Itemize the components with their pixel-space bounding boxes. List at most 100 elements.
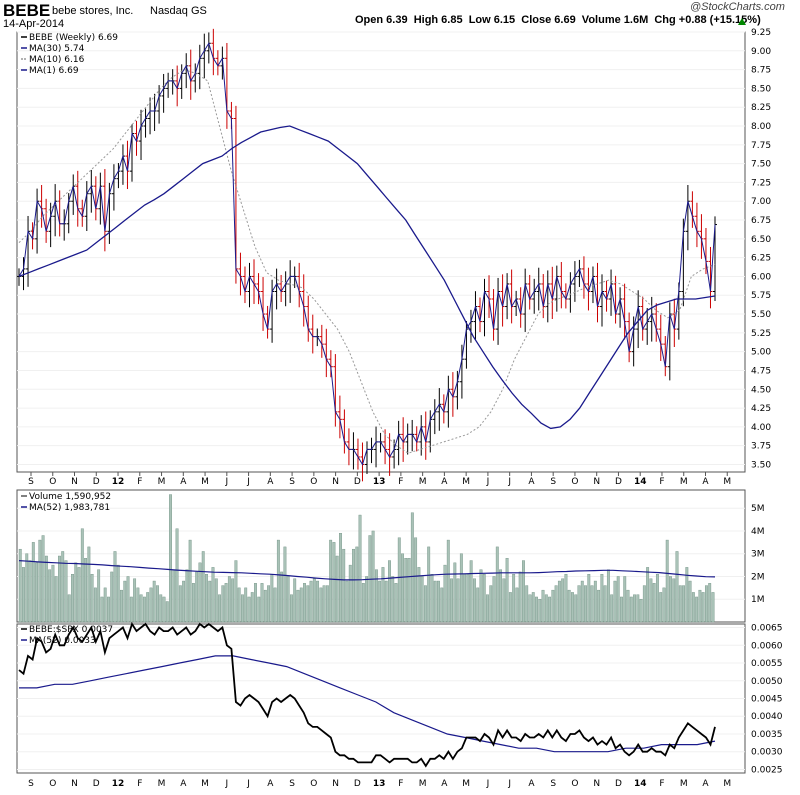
volume-bar [58,555,61,623]
volume-bar [672,578,676,623]
y-tick-label-0-5: 8.00 [751,122,771,132]
x-tick-label-bottom-16: 13 [373,779,386,789]
volume-bar [544,594,548,623]
x-tick-label-bottom-22: J [507,779,511,789]
volume-bar [48,569,52,623]
volume-bar [22,567,25,623]
volume-bar [433,580,437,623]
volume-bar [652,583,656,623]
volume-bar [267,585,271,623]
volume-bar [61,551,65,623]
volume-bar [463,574,467,623]
volume-bar [123,580,127,623]
volume-bar [420,576,424,623]
volume-bar [626,589,630,623]
y-tick-label-0-17: 5.00 [751,348,771,358]
y-tick-label-0-6: 7.75 [751,141,771,151]
volume-bar [361,583,365,623]
volume-bar [561,578,565,623]
volume-bar [18,548,22,623]
volume-bar [659,592,663,623]
y-tick-label-0-19: 4.50 [751,385,771,395]
x-tick-label-bottom-4: 12 [112,779,125,789]
volume-bar [322,585,326,623]
volume-bar [84,558,88,623]
price-legend-2: MA(10) 6.16 [29,55,85,65]
volume-bar [325,585,329,623]
volume-bar [231,578,235,623]
volume-bar [446,539,450,623]
volume-bar [87,546,91,623]
volume-bar [257,596,261,623]
volume-bar [535,596,538,623]
volume-bar [107,596,110,623]
x-tick-label-top-25: O [571,477,578,487]
volume-bar [482,574,486,623]
volume-legend-0: Volume 1,590,952 [29,492,111,502]
y-tick-label-0-11: 6.50 [751,235,771,245]
x-tick-label-top-20: M [462,477,470,487]
y-tick-label-0-7: 7.50 [751,160,771,170]
x-tick-label-top-15: D [354,477,361,487]
x-tick-label-top-0: S [28,477,34,487]
volume-bar [525,585,529,623]
y-tick-label-1-3: 2M [751,572,765,582]
volume-bar [691,592,695,623]
x-tick-label-bottom-12: S [289,779,295,789]
volume-bar [557,580,561,623]
volume-bar [486,594,489,623]
y-tick-label-0-22: 3.75 [751,442,771,452]
volume-bar [260,583,264,623]
volume-bar [97,569,101,623]
volume-bar [296,589,300,623]
volume-bar [600,574,604,623]
volume-bar [191,583,195,623]
volume-bar [443,564,447,623]
y-tick-label-0-23: 3.50 [751,460,771,470]
volume-bar [240,594,244,623]
volume-bar [437,580,440,623]
y-tick-label-0-3: 8.50 [751,84,771,94]
volume-bar [185,569,189,623]
volume-bar [711,592,715,623]
ma30-line [18,125,716,430]
volume-bar [548,596,552,623]
volume-bar [365,576,369,623]
volume-bar [584,585,587,623]
ticker-symbol: BEBE [3,1,51,20]
volume-bar [629,596,633,623]
volume-bar [290,594,293,623]
price-stats: Open 6.39 High 6.85 Low 6.15 Close 6.69 … [355,14,761,26]
y-tick-label-0-12: 6.25 [751,254,771,264]
volume-ma52-line [18,560,716,581]
x-tick-label-bottom-30: M [680,779,688,789]
y-tick-label-2-6: 0.0035 [751,730,783,740]
volume-bar [329,539,333,623]
volume-bar [162,596,166,623]
volume-bar [610,594,614,623]
volume-bar [685,567,689,623]
volume-bar [374,569,378,623]
y-tick-label-0-16: 5.25 [751,329,771,339]
volume-legend-1: MA(52) 1,983,781 [29,503,110,513]
volume-bar [355,546,359,623]
y-tick-label-1-0: 5M [751,504,765,514]
volume-bar [139,594,143,623]
volume-bar [479,569,483,623]
volume-bar [93,587,97,623]
company-name: bebe stores, Inc. [52,5,134,17]
x-tick-label-top-11: A [267,477,274,487]
volume-bar [129,596,133,623]
x-tick-label-top-32: M [723,477,731,487]
volume-bar [633,594,636,623]
volume-bar [198,562,202,623]
volume-bar [178,585,182,623]
volume-bar [182,580,186,623]
volume-bar [77,567,81,623]
volume-bar [339,533,342,623]
volume-bar [74,562,78,623]
volume-bar [221,585,225,623]
x-tick-label-top-5: F [137,477,142,487]
x-tick-label-top-28: 14 [634,477,647,487]
